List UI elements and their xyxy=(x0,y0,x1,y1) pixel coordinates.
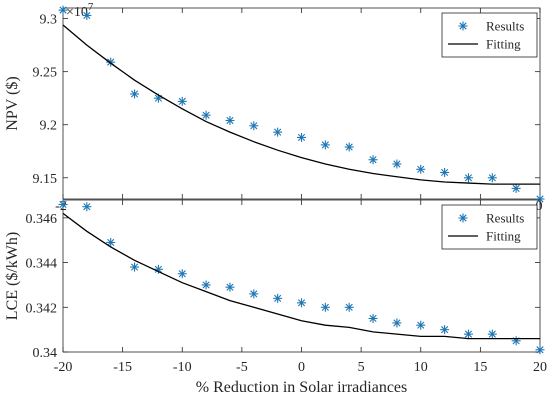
legend-box xyxy=(441,204,538,250)
data-point xyxy=(463,173,473,183)
x-tick-label: -20 xyxy=(54,360,73,375)
x-tick-label: -10 xyxy=(173,360,192,375)
data-point xyxy=(511,336,521,346)
fitting-line xyxy=(62,212,540,340)
data-point xyxy=(440,167,450,177)
y-tick-label: 0.344 xyxy=(26,257,58,272)
legend: Results Fitting xyxy=(441,204,538,250)
legend-label: Results xyxy=(486,19,524,34)
x-tick-label: 10 xyxy=(414,360,428,375)
data-point xyxy=(416,164,426,174)
legend-label: Results xyxy=(486,211,524,226)
y-tick-label: 0.346 xyxy=(26,212,58,227)
data-point xyxy=(177,269,187,279)
x-tick-label-fragment: 0 xyxy=(536,199,543,214)
data-point xyxy=(249,289,259,299)
data-point xyxy=(487,173,497,183)
y-tick-label: 9.3 xyxy=(40,13,58,28)
exponent-base: ×10 xyxy=(66,5,88,20)
fitting-line xyxy=(62,24,540,185)
data-point xyxy=(392,318,402,328)
data-point xyxy=(225,115,235,125)
data-point xyxy=(320,302,330,312)
data-point xyxy=(130,89,140,99)
data-point xyxy=(368,155,378,165)
data-point xyxy=(201,110,211,120)
y-tick-label: 9.2 xyxy=(40,119,58,134)
data-point xyxy=(177,96,187,106)
data-point xyxy=(106,237,116,247)
data-point xyxy=(58,5,68,15)
data-point xyxy=(225,282,235,292)
data-point xyxy=(535,194,545,204)
data-point xyxy=(463,329,473,339)
legend-marker-swatch xyxy=(458,213,468,223)
legend: Results Fitting xyxy=(441,12,538,58)
data-point xyxy=(487,329,497,339)
data-point xyxy=(297,132,306,142)
x-tick-label: -15 xyxy=(113,360,132,375)
data-point xyxy=(392,159,402,169)
legend-box xyxy=(441,12,538,58)
y-tick-label: 9.15 xyxy=(33,172,58,187)
legend-label: Fitting xyxy=(486,229,521,244)
data-point xyxy=(106,57,116,67)
y-axis-title: LCE ($/kWh) xyxy=(4,232,21,320)
data-point xyxy=(368,313,378,323)
data-point xyxy=(344,302,354,312)
data-point xyxy=(130,262,140,272)
data-point xyxy=(58,199,68,209)
data-point xyxy=(416,320,426,330)
data-point xyxy=(201,280,211,290)
axis-exponent: ×107 xyxy=(66,1,94,20)
data-point xyxy=(249,121,259,131)
legend-marker-swatch xyxy=(458,21,468,31)
y-axis-title: NPV ($) xyxy=(4,76,21,130)
data-point xyxy=(511,183,521,193)
results-series xyxy=(58,199,545,355)
legend-label: Fitting xyxy=(486,37,521,52)
data-point xyxy=(440,325,450,335)
x-tick-label: -5 xyxy=(236,360,248,375)
exponent-power: 7 xyxy=(88,1,94,13)
y-tick-label: 9.25 xyxy=(33,66,58,81)
x-tick-label: 0 xyxy=(298,360,305,375)
data-point xyxy=(273,127,283,137)
data-point xyxy=(82,202,92,212)
panel-2: 0.34 0.342 0.344 0.346 -20 -15 -10 -5 0 5 10 15 20 LC… xyxy=(4,199,547,396)
x-tick-label: 5 xyxy=(358,360,365,375)
data-point xyxy=(297,298,306,308)
data-point xyxy=(535,345,545,355)
y-tick-label: 0.34 xyxy=(33,346,58,361)
data-point xyxy=(344,142,354,152)
y-tick-label: 0.342 xyxy=(26,301,58,316)
data-point xyxy=(82,10,92,20)
data-point xyxy=(273,293,283,303)
x-axis-title: % Reduction in Solar irradiances xyxy=(196,379,408,396)
x-tick-label: 15 xyxy=(473,360,487,375)
data-point xyxy=(320,140,330,150)
data-point xyxy=(153,264,163,274)
x-tick-label: 20 xyxy=(533,360,547,375)
